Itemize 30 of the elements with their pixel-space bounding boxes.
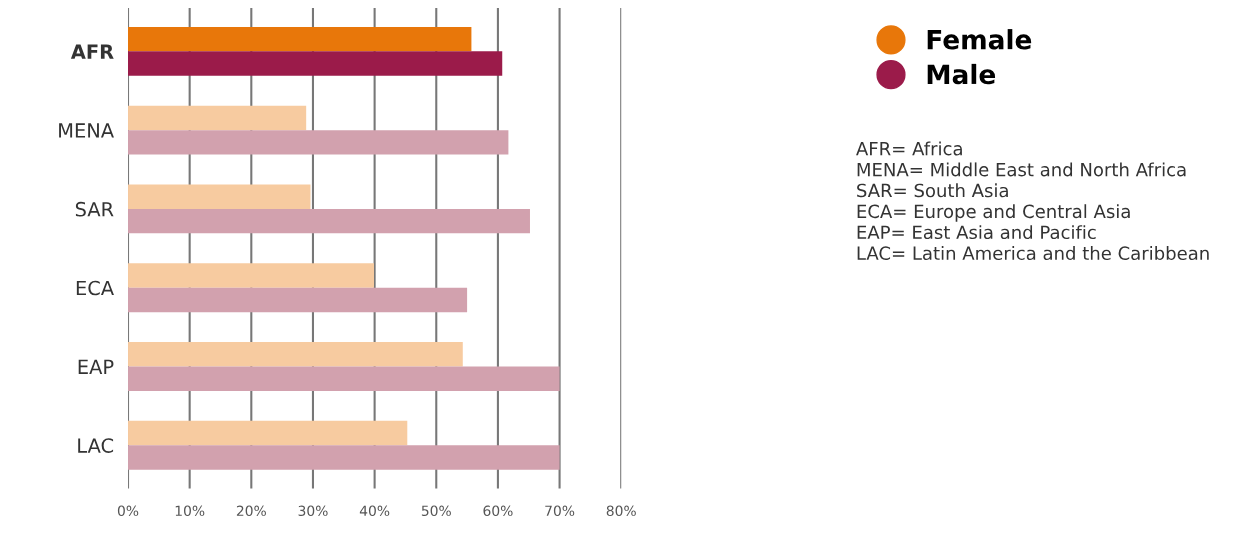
bar — [128, 130, 509, 155]
x-tick-label: 50% — [421, 505, 451, 517]
bar — [128, 184, 311, 209]
x-tick-label: 0% — [117, 505, 139, 517]
y-tick-label: ECA — [76, 280, 114, 296]
bar — [128, 366, 560, 391]
bar — [128, 342, 463, 367]
legend-label: Female — [927, 29, 1032, 50]
bar — [128, 51, 503, 76]
bar — [128, 263, 374, 288]
y-tick-label: LAC — [78, 438, 114, 453]
bar — [128, 287, 468, 313]
bar — [128, 26, 472, 52]
x-tick-label: 80% — [606, 505, 636, 517]
x-tick-label: 60% — [483, 505, 513, 517]
x-tick-label: 30% — [298, 505, 328, 517]
y-tick-label: SAR — [75, 201, 114, 217]
x-tick-label: 40% — [359, 505, 390, 517]
x-tick-label: 10% — [175, 505, 205, 517]
y-tick-label: EAP — [78, 359, 114, 374]
y-tick-label: MENA — [59, 123, 114, 138]
bar — [128, 420, 408, 446]
bar — [128, 208, 530, 234]
bar — [128, 105, 307, 131]
x-tick-label: 20% — [236, 505, 266, 517]
x-tick-label: 70% — [545, 505, 575, 517]
text: AFR= Africa MENA= Middle East and North Africa SAR= South Asia ECA= Europe and Central Asia EAP= East Asia and Pacific LAC= Latin America and the Caribbean — [856, 141, 1209, 261]
y-tick-label: AFR — [70, 44, 114, 59]
legend-label: Male — [927, 63, 996, 85]
bar — [128, 445, 560, 470]
